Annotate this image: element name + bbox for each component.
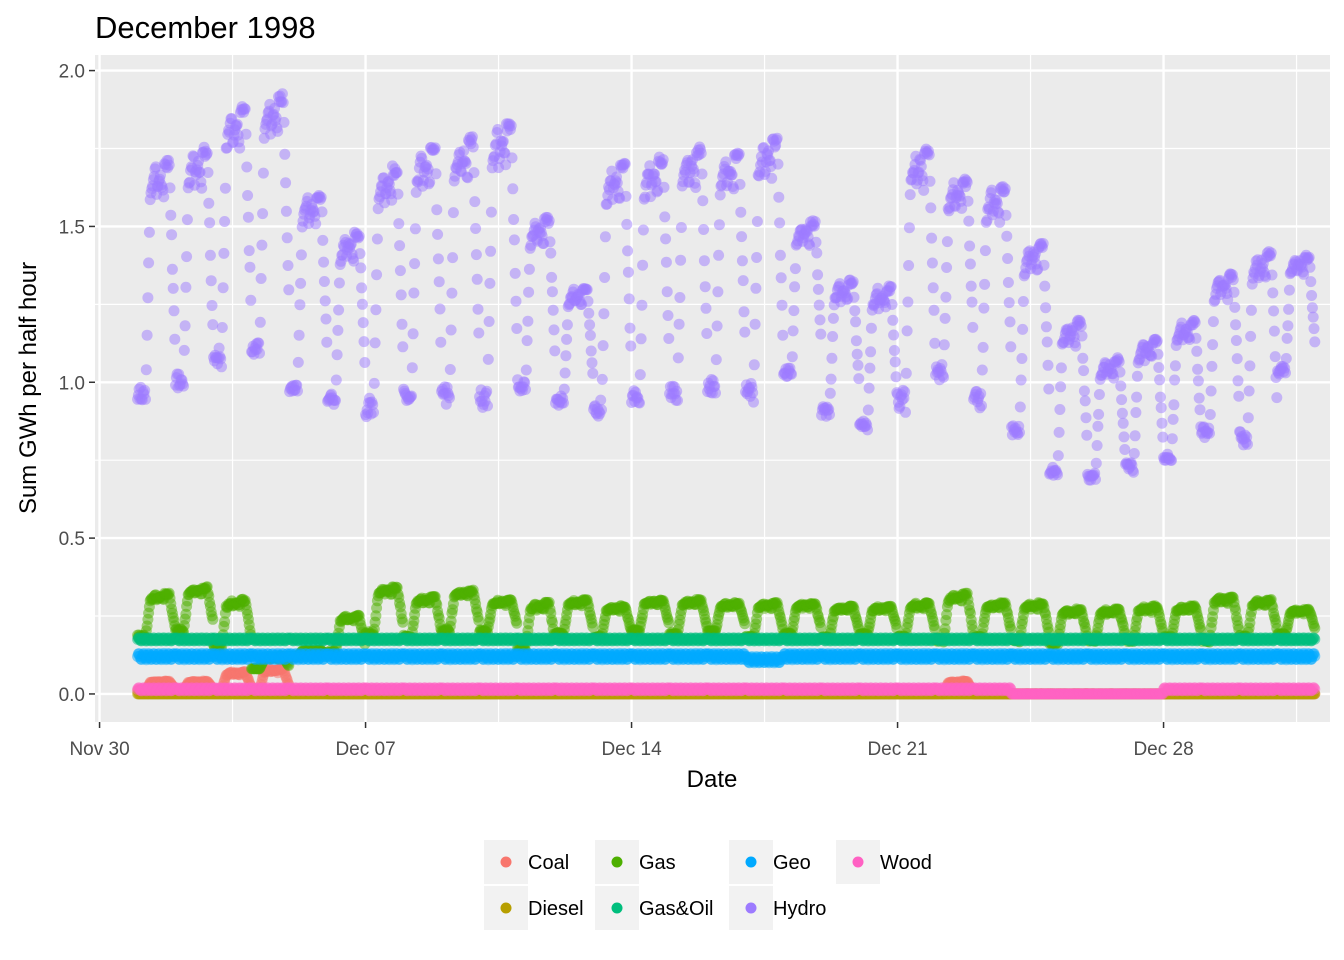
series-gasoil [132, 632, 1321, 647]
data-point [473, 615, 485, 627]
data-point [511, 617, 523, 629]
data-point [587, 621, 599, 633]
data-point [1309, 622, 1321, 634]
data-point [397, 616, 409, 628]
chart-title: December 1998 [95, 10, 316, 45]
data-point [739, 618, 751, 630]
data-point [207, 613, 219, 625]
data-points [132, 88, 1321, 700]
data-point [663, 617, 675, 629]
data-point [815, 621, 827, 633]
